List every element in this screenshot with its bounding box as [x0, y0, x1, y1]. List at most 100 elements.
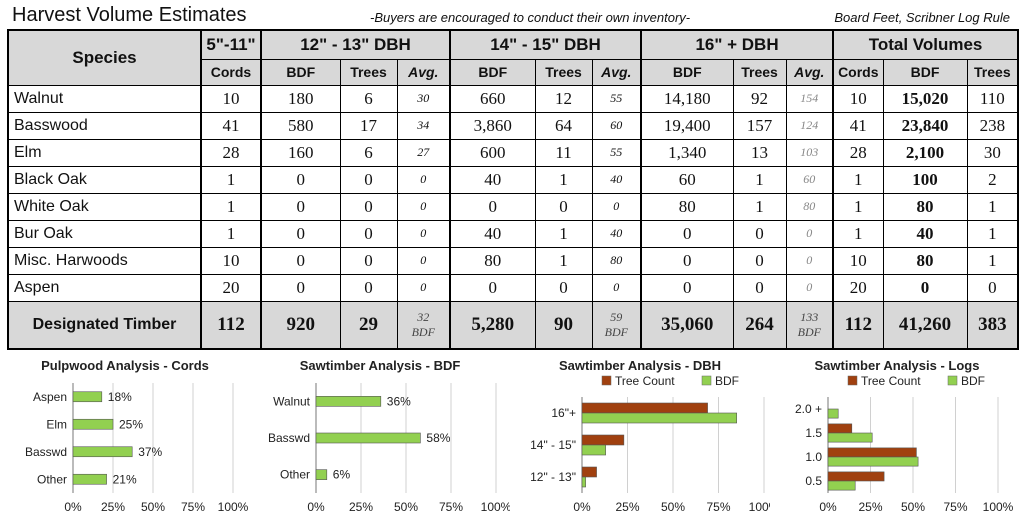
bar [827, 447, 917, 458]
table-cell: 0 [396, 273, 451, 302]
total-cell: 112 [832, 300, 884, 350]
subheader-cords: Cords [832, 58, 884, 86]
unit-note: Board Feet, Scribner Log Rule [834, 10, 1010, 25]
category-label: 2.0 + [795, 402, 822, 416]
bar [581, 412, 737, 424]
bar [72, 473, 107, 485]
category-label: 16"+ [551, 406, 576, 420]
x-tick-label: 75% [439, 500, 463, 514]
table-cell: 1 [966, 192, 1019, 221]
category-label: 0.5 [805, 474, 822, 488]
table-cell: 0 [449, 192, 536, 221]
sawtimber-logs-chart: Sawtimber Analysis - Logs 0% 25% 50% 75% 100%… [770, 355, 1024, 521]
table-cell: 0 [339, 246, 398, 275]
group-header-12-13: 12" - 13" DBH [259, 29, 451, 60]
table-cell: 80 [882, 192, 968, 221]
table-cell: 13 [732, 138, 787, 167]
table-cell: 0 [396, 246, 451, 275]
table-cell: 20 [200, 273, 262, 302]
table-cell: 1 [534, 219, 593, 248]
category-label: 14" - 15" [530, 438, 576, 452]
subheader-bdf: BDF [449, 58, 536, 86]
species-name: Basswood [7, 111, 202, 140]
table-cell: 80 [882, 246, 968, 275]
x-tick-label: 50% [661, 500, 685, 514]
data-label: 6% [333, 468, 351, 482]
legend-swatch [847, 375, 858, 386]
x-tick-label: 50% [901, 500, 925, 514]
subheader-avg: Avg. [591, 58, 642, 86]
table-cell: 14,180 [640, 84, 734, 113]
table-cell: 0 [534, 192, 593, 221]
data-label: 25% [119, 417, 143, 431]
table-cell: 1 [732, 192, 787, 221]
table-cell: 1 [832, 192, 884, 221]
total-cell: 264 [732, 300, 787, 350]
x-tick-label: 0% [64, 500, 82, 514]
subheader-bdf: BDF [882, 58, 968, 86]
data-label: 18% [108, 390, 132, 404]
page-title: Harvest Volume Estimates [12, 4, 247, 26]
bar [827, 432, 873, 443]
total-avg-unit: BDF [604, 324, 628, 339]
subheader-bdf: BDF [640, 58, 734, 86]
category-label: Other [37, 472, 67, 486]
table-cell: 55 [591, 84, 642, 113]
table-cell: 0 [640, 246, 734, 275]
table-cell: 0 [396, 192, 451, 221]
group-header-total: Total Volumes [832, 29, 1019, 60]
table-cell: 110 [966, 84, 1019, 113]
total-cell: 383 [966, 300, 1019, 350]
bar [581, 444, 606, 456]
bar [827, 423, 853, 434]
table-cell: 10 [200, 84, 262, 113]
chart-title: Sawtimber Analysis - Logs [815, 358, 980, 373]
table-cell: 41 [832, 111, 884, 140]
table-cell: 64 [534, 111, 593, 140]
table-cell: 600 [449, 138, 536, 167]
x-tick-label: 50% [141, 500, 165, 514]
chart-title: Sawtimber Analysis - DBH [559, 358, 721, 373]
bar [827, 471, 885, 482]
category-label: 1.0 [805, 450, 822, 464]
x-tick-label: 75% [943, 500, 967, 514]
species-name: Walnut [7, 84, 202, 113]
table-row: Misc. Harwoods 10 0 0 0 80 1 80 0 0 0 10 80 1 [7, 246, 1019, 275]
table-cell: 180 [260, 84, 341, 113]
data-label: 36% [387, 394, 411, 408]
table-cell: 41 [200, 111, 262, 140]
table-cell: 0 [591, 192, 642, 221]
table-cell: 1 [732, 165, 787, 194]
species-name: White Oak [7, 192, 202, 221]
table-cell: 55 [591, 138, 642, 167]
total-cell: 5,280 [449, 300, 536, 350]
table-cell: 80 [449, 246, 536, 275]
species-name: Misc. Harwoods [7, 246, 202, 275]
table-cell: 0 [882, 273, 968, 302]
total-cell: 920 [260, 300, 341, 350]
table-cell: 80 [785, 192, 834, 221]
table-cell: 34 [396, 111, 451, 140]
table-cell: 60 [591, 111, 642, 140]
x-tick-label: 75% [706, 500, 730, 514]
category-label: 12" - 13" [530, 470, 576, 484]
total-cell: 59 BDF [591, 300, 642, 350]
table-cell: 157 [732, 111, 787, 140]
table-row: Basswood 41 580 17 34 3,860 64 60 19,400 157 124 41… [7, 111, 1019, 140]
total-avg-value: 133 [800, 309, 819, 324]
table-cell: 12 [534, 84, 593, 113]
bar [827, 456, 919, 467]
table-cell: 0 [396, 219, 451, 248]
legend-swatch [947, 375, 958, 386]
data-label: 21% [113, 472, 137, 486]
table-row: Black Oak 1 0 0 0 40 1 40 60 1 60 1 100 2 [7, 165, 1019, 194]
total-cell: 29 [339, 300, 398, 350]
total-avg-value: 32 [417, 309, 430, 324]
total-row: Designated Timber 112 920 29 32 BDF 5,280 90 59 B… [7, 300, 1019, 350]
x-tick-label: 0% [573, 500, 591, 514]
table-cell: 0 [260, 246, 341, 275]
table-row: White Oak 1 0 0 0 0 0 0 80 1 80 1 80 1 [7, 192, 1019, 221]
table-cell: 92 [732, 84, 787, 113]
x-tick-label: 25% [615, 500, 639, 514]
table-cell: 0 [339, 192, 398, 221]
